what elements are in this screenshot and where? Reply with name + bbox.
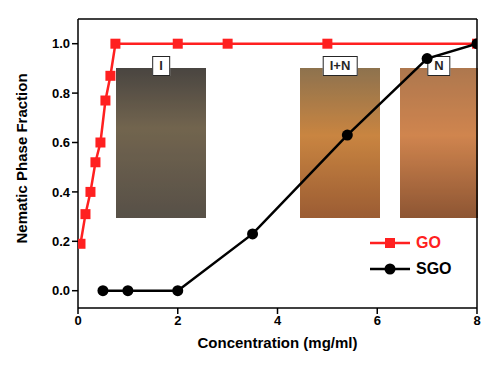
svg-text:0: 0 [74,313,81,328]
svg-text:0.8: 0.8 [52,86,70,101]
html-text:SGO: SGO [416,260,452,277]
html-text:N: N [434,58,444,73]
svg-text:1.0: 1.0 [52,36,70,51]
svg-text:0.2: 0.2 [52,234,70,249]
svg-text:6: 6 [374,313,381,328]
svg-text:0.6: 0.6 [52,135,70,150]
svg-text:Concentration (mg/ml): Concentration (mg/ml) [198,334,358,351]
html-text:I+N: I+N [329,58,351,73]
html-text:I: I [159,58,163,73]
html-text:GO: GO [416,234,441,251]
svg-text:2: 2 [174,313,181,328]
svg-text:0.4: 0.4 [52,185,71,200]
svg-text:0.0: 0.0 [52,283,70,298]
svg-text:Nematic Phase Fraction: Nematic Phase Fraction [13,73,30,243]
svg-text:8: 8 [473,313,480,328]
svg-text:4: 4 [274,313,282,328]
